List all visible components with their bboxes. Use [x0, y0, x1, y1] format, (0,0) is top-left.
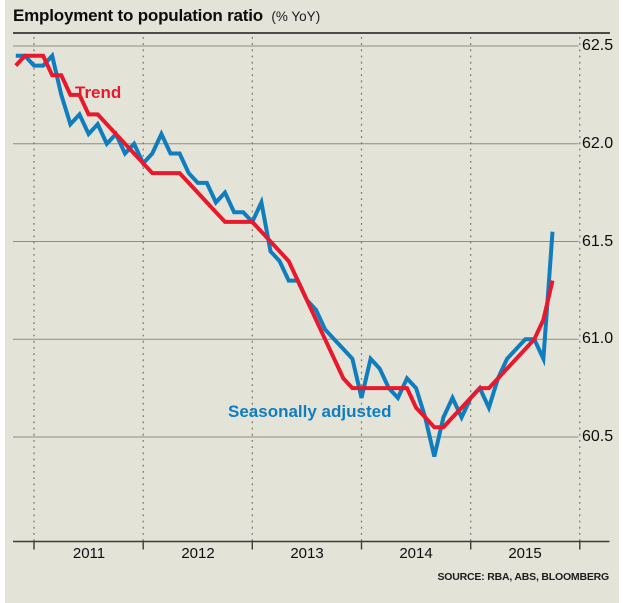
x-axis-label: 2013 [290, 545, 324, 562]
y-axis-label: 61.0 [582, 330, 614, 347]
x-axis-label: 2015 [508, 545, 542, 562]
source-credit: SOURCE: RBA, ABS, BLOOMBERG [437, 571, 609, 583]
seasonally-adjusted-line [15, 51, 555, 458]
y-axis-label: 62.5 [582, 37, 614, 54]
x-axis-label: 2011 [72, 545, 106, 562]
chart-subtitle: (% YoY) [271, 9, 321, 24]
title-rule [13, 32, 610, 34]
chart-title: Employment to population ratio [13, 6, 263, 25]
y-axis-label: 60.5 [582, 428, 614, 445]
left-margin [0, 0, 5, 603]
y-axis-label: 61.5 [582, 233, 614, 250]
seasonally-adjusted-line-label: Seasonally adjusted [228, 402, 392, 421]
x-axis-label: 2014 [399, 545, 433, 562]
right-margin [619, 0, 623, 603]
x-axis-label: 2012 [181, 545, 215, 562]
trend-line-label: Trend [75, 83, 122, 102]
title-row: Employment to population ratio (% YoY) [13, 6, 613, 26]
trend-line [14, 53, 555, 430]
y-axis-label: 62.0 [582, 135, 614, 152]
